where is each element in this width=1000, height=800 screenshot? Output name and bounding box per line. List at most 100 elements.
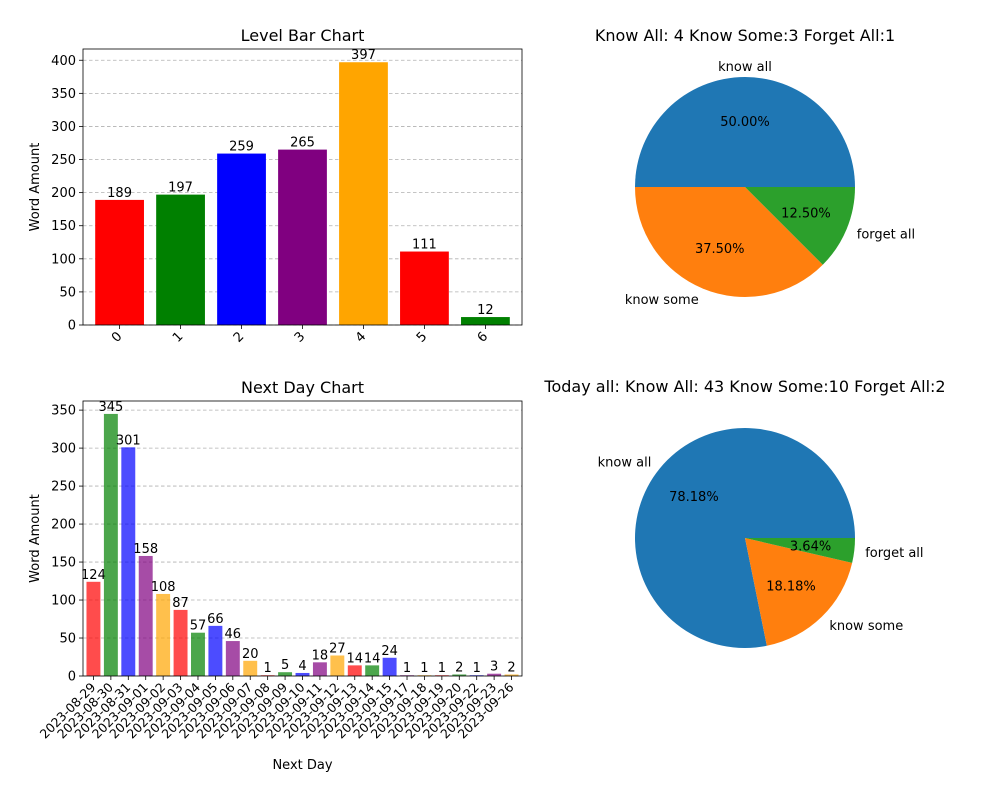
y-tick-label: 50 bbox=[59, 632, 76, 647]
y-tick-label: 400 bbox=[51, 54, 76, 69]
pie-slice bbox=[745, 538, 855, 563]
bar bbox=[191, 632, 205, 676]
x-tick-label: 2 bbox=[231, 329, 247, 345]
bar-value-label: 2 bbox=[455, 660, 463, 675]
y-tick-label: 350 bbox=[51, 87, 76, 102]
bar-value-label: 189 bbox=[107, 186, 132, 201]
bar-value-label: 12 bbox=[477, 303, 494, 318]
pie-slice-label: forget all bbox=[857, 227, 915, 242]
pie-slice bbox=[635, 187, 823, 297]
bar bbox=[339, 62, 388, 325]
pie-slice-label: know some bbox=[625, 293, 699, 308]
bar bbox=[312, 662, 327, 676]
y-tick-label: 200 bbox=[51, 518, 76, 533]
bar bbox=[243, 660, 258, 676]
bar-value-label: 87 bbox=[172, 596, 189, 611]
pie-slice-label: forget all bbox=[865, 546, 923, 561]
bar-value-label: 46 bbox=[225, 627, 242, 642]
bar bbox=[278, 672, 293, 676]
bar-value-label: 108 bbox=[151, 580, 176, 595]
bar bbox=[278, 149, 327, 325]
pie-percent-label: 50.00% bbox=[720, 115, 770, 130]
bar-value-label: 345 bbox=[98, 400, 123, 415]
pie-slice bbox=[745, 538, 853, 646]
bar bbox=[138, 555, 153, 676]
bar bbox=[504, 674, 519, 676]
y-tick-label: 250 bbox=[51, 480, 76, 495]
bar bbox=[86, 581, 101, 676]
bar-value-label: 24 bbox=[381, 644, 398, 659]
y-tick-label: 0 bbox=[68, 319, 76, 334]
pie-percent-label: 3.64% bbox=[790, 540, 831, 555]
bar-value-label: 14 bbox=[364, 651, 381, 666]
x-tick-label: 6 bbox=[475, 329, 491, 345]
y-axis-label: Word Amount bbox=[28, 494, 43, 583]
bar bbox=[330, 655, 345, 676]
bar bbox=[295, 672, 310, 676]
bar bbox=[156, 194, 205, 325]
x-tick-label: 4 bbox=[353, 329, 369, 345]
pie-slice-label: know all bbox=[598, 455, 652, 470]
bar-value-label: 124 bbox=[81, 568, 106, 583]
y-tick-label: 300 bbox=[51, 442, 76, 457]
y-tick-label: 100 bbox=[51, 594, 76, 609]
bar bbox=[347, 665, 362, 676]
bar-value-label: 4 bbox=[298, 659, 306, 674]
bar-value-label: 197 bbox=[168, 181, 193, 196]
y-tick-label: 100 bbox=[51, 252, 76, 267]
bar bbox=[225, 641, 240, 676]
y-tick-label: 300 bbox=[51, 120, 76, 135]
pie-percent-label: 78.18% bbox=[669, 490, 719, 505]
pie-slice bbox=[635, 77, 855, 187]
y-tick-label: 150 bbox=[51, 219, 76, 234]
pie-percent-label: 37.50% bbox=[695, 242, 745, 257]
pie-slice-label: know all bbox=[718, 60, 772, 75]
bar-value-label: 397 bbox=[351, 48, 376, 63]
bar-value-label: 1 bbox=[403, 661, 411, 676]
x-tick-label: 1 bbox=[170, 329, 186, 345]
y-tick-label: 350 bbox=[51, 404, 76, 419]
bar-value-label: 1 bbox=[473, 661, 481, 676]
x-tick-label: 0 bbox=[109, 329, 125, 345]
pie-chart-3: 78.18% know all 18.18% know some 3.64% forget… bbox=[543, 377, 946, 648]
y-tick-label: 250 bbox=[51, 153, 76, 168]
bar-value-label: 3 bbox=[490, 660, 498, 675]
pie-slice bbox=[745, 187, 855, 265]
bar bbox=[365, 665, 380, 676]
bar-value-label: 5 bbox=[281, 658, 289, 673]
bar bbox=[156, 593, 171, 676]
bar-value-label: 57 bbox=[190, 619, 207, 634]
bar bbox=[208, 625, 223, 676]
chart-title: Level Bar Chart bbox=[241, 26, 365, 45]
x-tick-label: 5 bbox=[414, 329, 430, 345]
bar bbox=[95, 199, 144, 325]
bar-value-label: 20 bbox=[242, 647, 259, 662]
bar bbox=[452, 674, 467, 676]
y-axis-label: Word Amount bbox=[28, 143, 43, 232]
bar-value-label: 18 bbox=[312, 648, 329, 663]
bar-value-label: 66 bbox=[207, 612, 224, 627]
bar-value-label: 1 bbox=[264, 661, 272, 676]
axes-frame bbox=[82, 400, 523, 677]
bar bbox=[461, 317, 510, 325]
chart-title: Today all: Know All: 43 Know Some:10 For… bbox=[543, 377, 945, 396]
bar bbox=[400, 251, 449, 325]
y-tick-label: 0 bbox=[68, 670, 76, 685]
bar bbox=[217, 153, 266, 325]
y-tick-label: 200 bbox=[51, 186, 76, 201]
chart-title: Know All: 4 Know Some:3 Forget All:1 bbox=[595, 26, 895, 45]
bar-value-label: 301 bbox=[116, 433, 141, 448]
x-axis-label: Next Day bbox=[272, 758, 332, 773]
bar bbox=[173, 609, 188, 676]
bar-value-label: 259 bbox=[229, 140, 254, 155]
bar-value-label: 2 bbox=[507, 660, 515, 675]
pie-percent-label: 18.18% bbox=[766, 579, 816, 594]
bar-value-label: 1 bbox=[438, 661, 446, 676]
bar-value-label: 14 bbox=[346, 651, 363, 666]
bar-value-label: 27 bbox=[329, 641, 346, 656]
chart-title: Next Day Chart bbox=[241, 378, 364, 397]
y-tick-label: 50 bbox=[59, 285, 76, 300]
pie-slice-label: know some bbox=[829, 619, 903, 634]
